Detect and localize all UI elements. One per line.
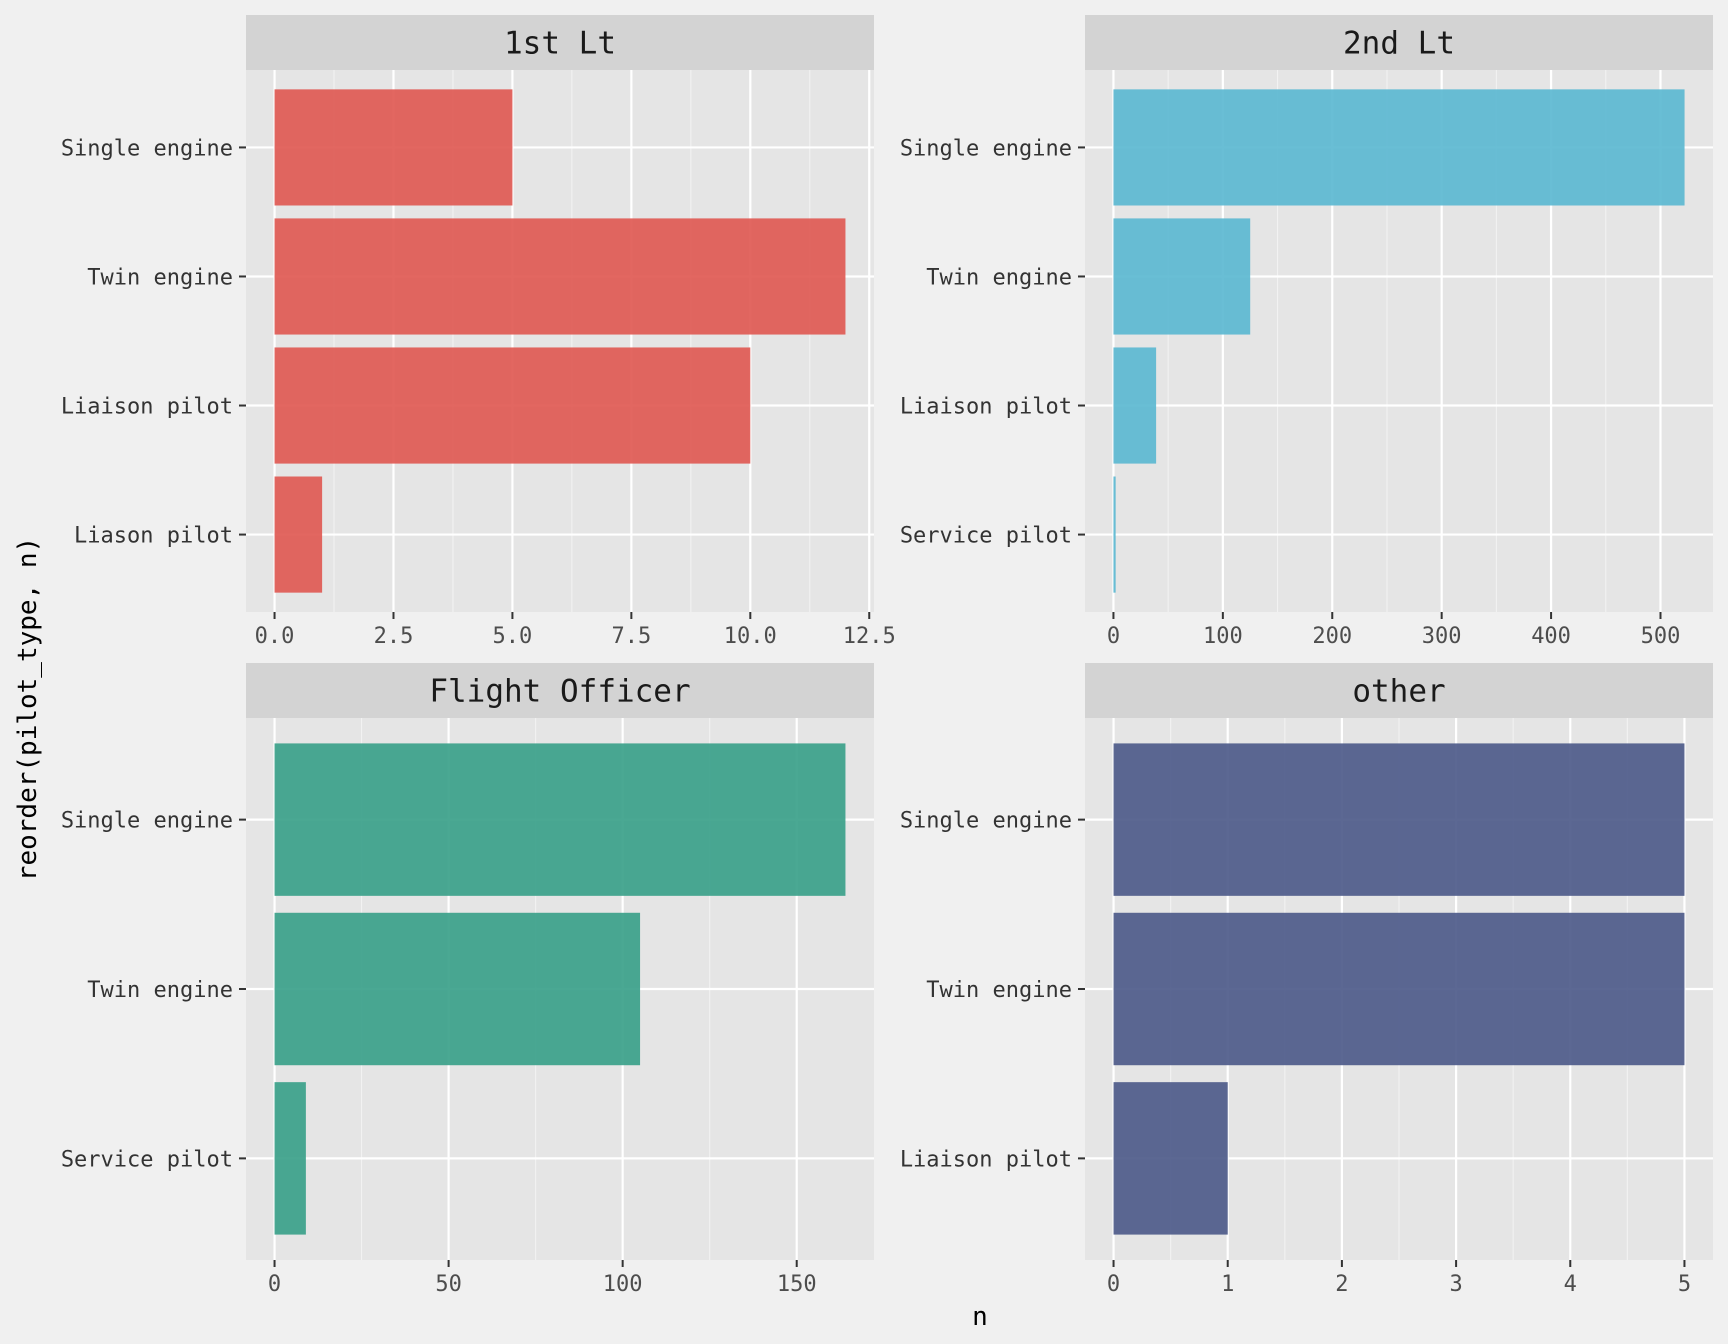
panel-2nd-lt-title: 2nd Lt — [1343, 26, 1455, 62]
panel-2nd-lt-x-tick-label: 400 — [1531, 624, 1571, 649]
panel-other-bar-twin-engine — [1113, 912, 1685, 1066]
panel-1st-lt-bar-liaison-pilot — [274, 347, 751, 464]
panel-other-y-tick-label: Single engine — [900, 809, 1072, 834]
panel-1st-lt-x-tick-label: 10.0 — [724, 624, 777, 649]
panel-other-x-tick-label: 3 — [1449, 1272, 1462, 1297]
panel-flight-officer-bar-service-pilot — [274, 1082, 306, 1235]
panel-flight-officer-strip — [246, 663, 874, 718]
panel-2nd-lt-bar-single-engine — [1113, 89, 1685, 206]
panel-other: other 0 1 2 3 4 5 Single engine Twin engine Liais… — [900, 663, 1713, 1297]
panel-other-y-tick-label: Liaison pilot — [900, 1147, 1072, 1172]
panel-other-x-tick-label: 4 — [1564, 1272, 1577, 1297]
x-axis-title: n — [972, 1302, 988, 1332]
panel-flight-officer-x-tick-label: 100 — [603, 1272, 643, 1297]
panel-1st-lt-bar-single-engine — [274, 89, 513, 206]
panel-other-x-tick-label: 0 — [1107, 1272, 1120, 1297]
y-axis-title: reorder(pilot_type, n) — [13, 537, 43, 881]
panel-1st-lt-bar-twin-engine — [274, 218, 846, 335]
panel-2nd-lt-y-tick-label: Liaison pilot — [900, 395, 1072, 420]
panel-other-strip — [1085, 663, 1713, 718]
panel-1st-lt-x-tick-label: 5.0 — [493, 624, 533, 649]
panel-2nd-lt-y-tick-label: Single engine — [900, 136, 1072, 161]
panel-2nd-lt-bar-twin-engine — [1113, 218, 1251, 335]
panel-flight-officer-title: Flight Officer — [429, 674, 690, 710]
panel-2nd-lt-y-tick-label: Service pilot — [900, 524, 1072, 549]
panel-2nd-lt-y-tick-label: Twin engine — [926, 265, 1072, 290]
panel-2nd-lt-strip — [1085, 15, 1713, 70]
panel-flight-officer-x-tick-label: 150 — [777, 1272, 817, 1297]
panel-flight-officer-x-tick-label: 0 — [268, 1272, 281, 1297]
panel-flight-officer-bar-single-engine — [274, 743, 846, 896]
panel-1st-lt-y-tick-label: Liason pilot — [74, 524, 233, 549]
panel-1st-lt-y-tick-label: Single engine — [61, 136, 233, 161]
panel-1st-lt-bar-liason-pilot — [274, 476, 323, 593]
panel-flight-officer-y-tick-label: Service pilot — [61, 1147, 233, 1172]
panel-2nd-lt: 2nd Lt 0 100 200 300 400 500 Single engine Twin … — [900, 15, 1713, 649]
panel-1st-lt-title: 1st Lt — [504, 26, 616, 62]
panel-2nd-lt-x-tick-label: 100 — [1203, 624, 1243, 649]
panel-1st-lt-x-tick-label: 7.5 — [611, 624, 651, 649]
panel-2nd-lt-bar-liaison-pilot — [1113, 347, 1157, 464]
panel-other-bar-single-engine — [1113, 743, 1685, 896]
panel-1st-lt-strip — [246, 15, 874, 70]
panel-1st-lt-x-tick-label: 0.0 — [255, 624, 295, 649]
panel-1st-lt-x-tick-label: 12.5 — [843, 624, 896, 649]
panel-2nd-lt-bar-service-pilot — [1113, 476, 1116, 593]
panel-other-x-tick-label: 5 — [1678, 1272, 1691, 1297]
panel-2nd-lt-x-tick-label: 500 — [1641, 624, 1681, 649]
panel-flight-officer-y-tick-label: Single engine — [61, 809, 233, 834]
panel-flight-officer-y-tick-label: Twin engine — [87, 978, 233, 1003]
panel-flight-officer-bar-twin-engine — [274, 912, 641, 1066]
panel-1st-lt: 1st Lt 0.0 2.5 5.0 7.5 10.0 12.5 Single engine T… — [61, 15, 896, 649]
panel-2nd-lt-x-tick-label: 0 — [1107, 624, 1120, 649]
panel-flight-officer-x-tick-label: 50 — [435, 1272, 462, 1297]
panel-other-title: other — [1352, 674, 1445, 710]
panel-flight-officer: Flight Officer 0 50 100 150 Single engine Twin… — [61, 663, 874, 1297]
panel-1st-lt-y-tick-label: Twin engine — [87, 265, 233, 290]
panel-1st-lt-y-tick-label: Liaison pilot — [61, 395, 233, 420]
panel-other-y-tick-label: Twin engine — [926, 978, 1072, 1003]
panel-2nd-lt-x-tick-label: 300 — [1422, 624, 1462, 649]
panel-other-x-tick-label: 1 — [1221, 1272, 1234, 1297]
panel-2nd-lt-x-tick-label: 200 — [1312, 624, 1352, 649]
panel-other-bar-liaison-pilot — [1113, 1082, 1228, 1235]
panel-other-x-tick-label: 2 — [1335, 1272, 1348, 1297]
panel-1st-lt-x-tick-label: 2.5 — [374, 624, 414, 649]
